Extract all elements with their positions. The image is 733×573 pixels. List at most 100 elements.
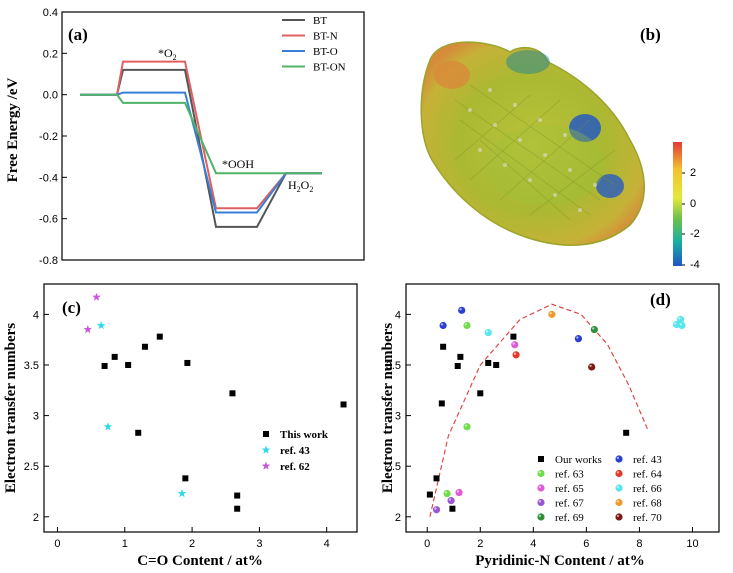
d-legend-label: ref. 67 bbox=[555, 498, 584, 510]
a-ytick-label: 0.0 bbox=[43, 90, 58, 102]
point-ref-70 bbox=[588, 363, 596, 371]
point-ref-43 bbox=[574, 335, 583, 343]
annotation-h2o2: H2O2 bbox=[288, 178, 313, 194]
point-ref-43 bbox=[177, 489, 187, 498]
a-ytick-label: 0.4 bbox=[43, 7, 58, 19]
colorbar-tick-label: -2 bbox=[690, 228, 700, 240]
colorbar bbox=[673, 142, 682, 266]
point-ref-64-highlight bbox=[513, 352, 517, 355]
point-our-works bbox=[510, 333, 517, 340]
point-our-works bbox=[433, 475, 440, 482]
a-line-bt-on bbox=[80, 93, 322, 175]
d-legend-marker-highlight bbox=[616, 456, 620, 460]
a-ytick-label: -0.8 bbox=[39, 255, 58, 267]
y-tick-label: 2.5 bbox=[386, 461, 401, 473]
point-ref-68-highlight bbox=[549, 312, 552, 315]
d-legend-marker-highlight bbox=[538, 514, 542, 518]
point-ref-68 bbox=[548, 310, 556, 318]
panel-c-axes: 0 1 2 3 4 2 2.5 3 3.5 4 bbox=[24, 309, 330, 550]
panel-a-label: (a) bbox=[68, 25, 88, 44]
point-ref-67 bbox=[432, 506, 441, 514]
point-ref-66-highlight bbox=[674, 322, 677, 325]
a-line-bt-n bbox=[80, 60, 322, 210]
point-this-work bbox=[111, 353, 118, 360]
panel-d-points bbox=[426, 306, 686, 514]
point-ref-70-highlight bbox=[589, 364, 592, 368]
a-ytick-label: 0.2 bbox=[43, 48, 58, 60]
panel-d-pyridinic-n-chart: 0 2 4 6 8 10 2 2.5 3 3.5 4 Our works ref. 43 ref. 63… bbox=[380, 283, 720, 569]
point-ref-43 bbox=[103, 422, 113, 431]
panel-c-label: (c) bbox=[62, 298, 81, 317]
trend-curve bbox=[429, 303, 648, 517]
panel-d-trend-curve bbox=[429, 303, 648, 517]
point-ref-67-highlight bbox=[434, 507, 437, 510]
y-tick-label: 2 bbox=[395, 512, 401, 524]
point-ref-66-highlight bbox=[679, 323, 682, 326]
d-legend-label: ref. 70 bbox=[633, 512, 662, 524]
panel-c-legend: This work ref. 43 ref. 62 bbox=[261, 429, 329, 473]
point-our-works bbox=[426, 491, 433, 498]
annotation-ooh: *OOH bbox=[222, 157, 254, 171]
c-legend-label: ref. 62 bbox=[280, 461, 310, 473]
point-this-work bbox=[141, 343, 148, 350]
panel-c-y-label: Electron transfer numbers bbox=[3, 323, 19, 493]
a-ytick-label: -0.6 bbox=[39, 214, 58, 226]
d-legend-marker-highlight bbox=[616, 471, 620, 474]
d-legend-label: Our works bbox=[555, 454, 602, 466]
point-our-works bbox=[440, 343, 447, 350]
a-legend-label: BT-O bbox=[313, 46, 338, 58]
panel-b-label: (b) bbox=[640, 25, 661, 44]
x-tick-label: 6 bbox=[583, 538, 589, 550]
a-legend-label: BT-ON bbox=[313, 62, 346, 74]
point-ref-43-highlight bbox=[576, 336, 579, 339]
y-tick-label: 3.5 bbox=[386, 360, 401, 372]
x-tick-label: 0 bbox=[424, 538, 430, 550]
point-ref-66 bbox=[678, 321, 686, 330]
point-our-works bbox=[623, 429, 630, 436]
point-our-works bbox=[457, 353, 464, 360]
point-ref-63-highlight bbox=[464, 424, 468, 427]
d-legend-label: ref. 65 bbox=[555, 483, 584, 495]
colorbar-tick-label: 2 bbox=[690, 167, 696, 179]
x-tick-label: 3 bbox=[256, 538, 262, 550]
point-our-works bbox=[493, 361, 500, 368]
d-legend-marker bbox=[615, 469, 623, 478]
d-legend-marker bbox=[537, 469, 545, 478]
annotation-o2: *O2 bbox=[158, 46, 177, 62]
point-our-works bbox=[454, 362, 461, 369]
point-this-work bbox=[340, 401, 347, 408]
d-legend-marker-highlight bbox=[616, 485, 620, 489]
d-legend-marker bbox=[537, 498, 545, 507]
a-line-bt-o bbox=[80, 91, 322, 214]
point-this-work bbox=[184, 359, 191, 366]
panel-a-free-energy-chart: 0.4 0.2 0.0 -0.2 -0.4 -0.6 -0.8 BT BT-N BT-O BT-O… bbox=[5, 7, 365, 267]
y-tick-label: 2 bbox=[33, 512, 39, 524]
d-legend-marker-highlight bbox=[538, 471, 542, 474]
x-tick-label: 10 bbox=[686, 538, 698, 550]
a-legend-label: BT bbox=[313, 15, 327, 27]
panel-a-series-lines bbox=[80, 60, 322, 228]
point-ref-65 bbox=[455, 488, 463, 497]
d-legend-marker bbox=[537, 484, 545, 492]
point-this-work bbox=[234, 492, 241, 499]
panel-d-axes: 0 2 4 6 8 10 2 2.5 3 3.5 4 bbox=[386, 309, 699, 550]
c-legend-marker bbox=[263, 431, 269, 437]
point-ref-64 bbox=[512, 351, 520, 359]
point-ref-43 bbox=[96, 321, 106, 330]
y-tick-label: 3 bbox=[395, 411, 401, 423]
colorbar-tick-label: -4 bbox=[690, 259, 700, 271]
point-ref-66-highlight bbox=[678, 317, 681, 320]
d-legend-marker bbox=[538, 456, 544, 462]
colorbar-tick-label: 0 bbox=[690, 198, 696, 210]
point-ref-43 bbox=[458, 306, 466, 314]
c-legend-marker bbox=[261, 445, 271, 454]
point-our-works bbox=[485, 359, 492, 366]
point-our-works bbox=[449, 505, 456, 512]
point-ref-43-highlight bbox=[459, 308, 462, 311]
y-tick-label: 3 bbox=[33, 411, 39, 423]
point-ref-65 bbox=[511, 341, 519, 349]
a-ytick-label: -0.2 bbox=[39, 131, 58, 143]
d-legend-marker-highlight bbox=[538, 500, 542, 503]
point-ref-65-highlight bbox=[512, 342, 515, 345]
